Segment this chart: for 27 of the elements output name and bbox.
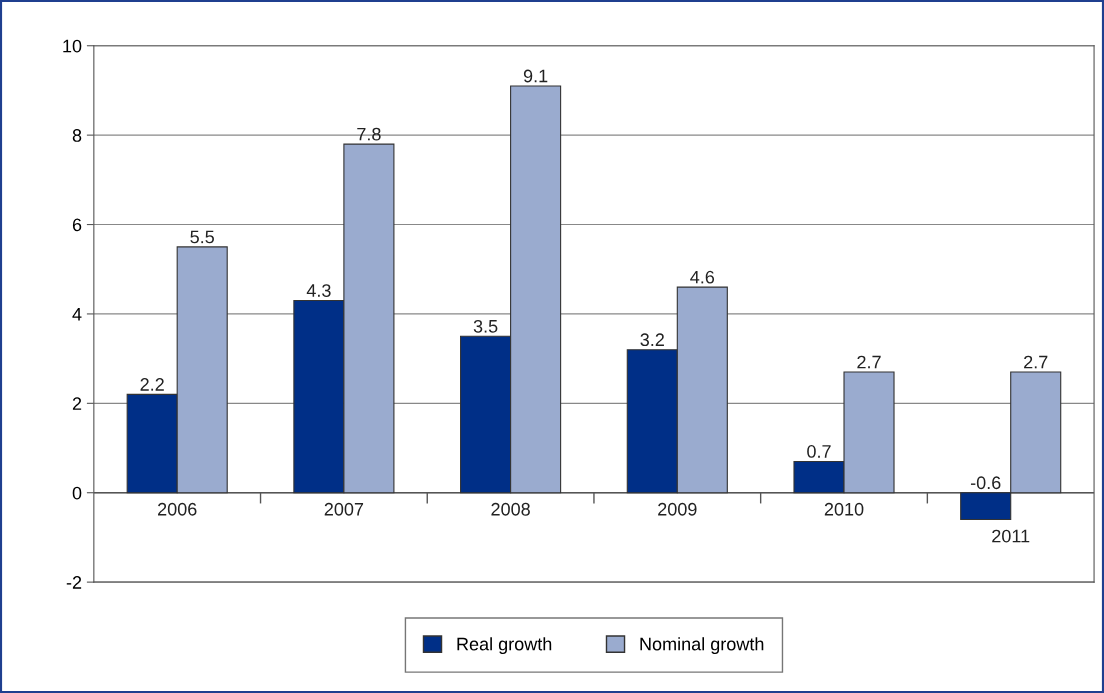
x-tick-label: 2010 xyxy=(824,502,864,516)
data-label: 4.6 xyxy=(690,270,715,284)
y-tick-label: 2 xyxy=(72,397,82,410)
x-tick-label: 2008 xyxy=(491,502,530,516)
data-label: 3.2 xyxy=(640,333,664,347)
y-tick-label: 8 xyxy=(72,129,82,142)
y-tick-label: 0 xyxy=(72,486,82,500)
y-tick-label: 4 xyxy=(72,308,82,321)
data-label: 2.7 xyxy=(857,355,881,369)
data-label: 5.5 xyxy=(190,230,214,244)
data-label: 2.2 xyxy=(140,378,164,391)
x-tick-label: 2007 xyxy=(324,502,364,516)
legend-label: Nominal growth xyxy=(640,637,764,655)
data-label: 9.1 xyxy=(523,69,548,83)
y-tick-label: 6 xyxy=(72,218,82,232)
data-label: 2.7 xyxy=(1024,355,1048,369)
data-label: 3.5 xyxy=(473,319,498,333)
y-tick-label: -2 xyxy=(66,576,82,589)
x-tick-label: 2009 xyxy=(658,502,697,516)
x-tick-label: 2011 xyxy=(992,529,1030,543)
y-tick-label: 10 xyxy=(63,39,82,53)
legend-label: Real growth xyxy=(457,637,552,655)
data-label: -0.6 xyxy=(970,476,1001,490)
x-tick-label: 2006 xyxy=(158,502,197,516)
data-label: 0.7 xyxy=(807,445,831,458)
data-label: 4.3 xyxy=(306,284,331,297)
data-label: 7.8 xyxy=(357,127,381,141)
